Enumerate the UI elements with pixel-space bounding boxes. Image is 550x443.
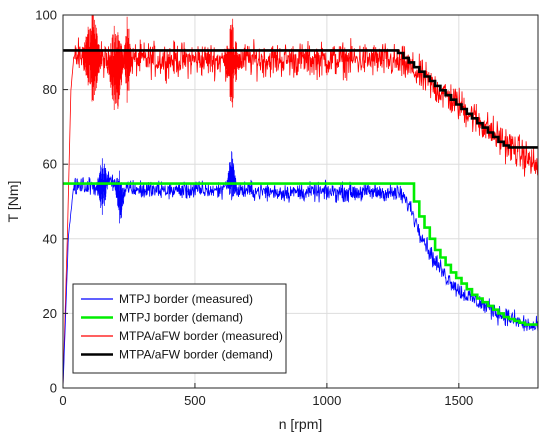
y-tick-label: 40 [43,231,57,246]
y-tick-label: 60 [43,157,57,172]
x-tick-label: 500 [184,393,206,408]
legend-item-mtpa-demand: MTPA/aFW border (demand) [81,348,273,362]
y-tick-label: 80 [43,82,57,97]
x-axis-label: n [rpm] [279,416,323,432]
series-mtpj-measured [62,171,539,388]
ticks: 0 500 1000 1500 0 20 40 60 80 100 [35,8,473,409]
legend: MTPJ border (measured) MTPJ border (dema… [72,283,287,374]
y-axis-label: T [Nm] [5,181,21,223]
x-tick-label: 1000 [312,393,341,408]
y-tick-label: 20 [43,306,57,321]
legend-item-mtpj-demand: MTPJ border (demand) [81,311,243,325]
series-mtpa-measured [62,37,539,388]
plot-area [62,15,539,388]
legend-label-mtpa-measured: MTPA/aFW border (measured) [119,329,283,343]
y-tick-label: 100 [35,8,57,23]
y-tick-label: 0 [50,381,57,396]
axes-box [62,14,539,389]
series-mtpa-demand [62,49,538,149]
legend-label-mtpj-demand: MTPJ border (demand) [119,311,243,325]
series-mtpj-measured-bursts [95,151,238,224]
legend-item-mtpj-measured: MTPJ border (measured) [81,292,253,306]
legend-label-mtpa-demand: MTPA/aFW border (demand) [119,348,273,362]
legend-label-mtpj-measured: MTPJ border (measured) [119,292,253,306]
series-mtpa-measured-bursts [81,15,240,110]
legend-item-mtpa-measured: MTPA/aFW border (measured) [81,329,283,343]
x-tick-label: 0 [59,393,66,408]
series-mtpj-demand [62,182,538,326]
x-tick-label: 1500 [444,393,473,408]
